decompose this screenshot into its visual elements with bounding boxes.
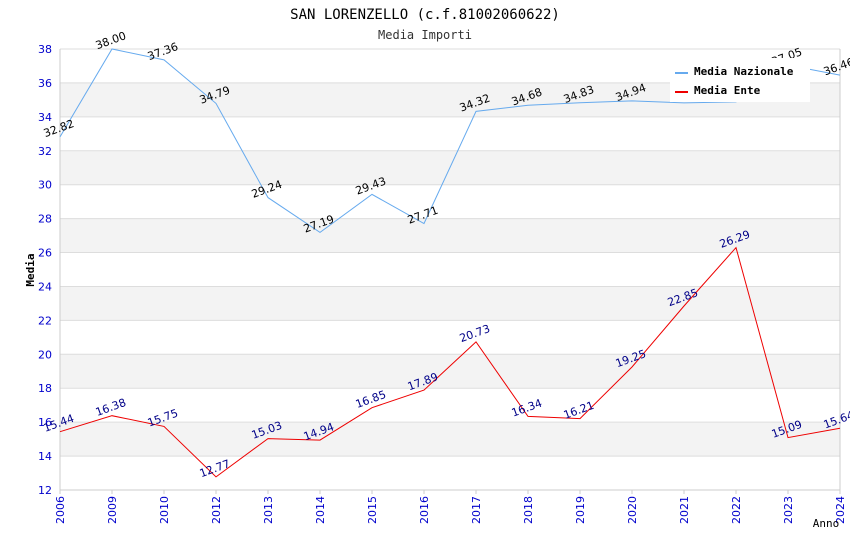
data-label-media-ente: 16.85 [354, 388, 388, 411]
x-tick-label: 2021 [678, 496, 691, 524]
x-tick-label: 2015 [366, 496, 379, 524]
x-tick-label: 2018 [522, 496, 535, 524]
x-tick-label: 2010 [158, 496, 171, 524]
y-tick-label: 22 [38, 314, 52, 327]
axes [59, 49, 841, 494]
series-lines [59, 48, 841, 478]
series-line-media-ente [59, 246, 841, 478]
x-tick-label: 2022 [730, 496, 743, 524]
chart-subtitle: Media Importi [378, 28, 472, 42]
data-label-media-nazionale: 36.46 [822, 55, 850, 78]
y-tick-label: 36 [38, 77, 52, 90]
background-band [60, 354, 840, 389]
chart-title: SAN LORENZELLO (c.f.81002060622) [290, 7, 560, 23]
x-tick-label: 2019 [574, 496, 587, 524]
x-tick-label: 2023 [782, 496, 795, 524]
x-tick-label: 2014 [314, 496, 327, 524]
x-tick-label: 2006 [54, 496, 67, 524]
y-tick-label: 24 [38, 280, 52, 293]
background-band [60, 422, 840, 457]
y-tick-label: 18 [38, 382, 52, 395]
y-tick-label: 38 [38, 43, 52, 56]
x-tick-label: 2020 [626, 496, 639, 524]
legend: Media Nazionale Media Ente [670, 58, 810, 102]
x-tick-label: 2024 [834, 496, 847, 524]
y-tick-label: 30 [38, 179, 52, 192]
data-label-media-ente: 16.38 [94, 396, 128, 419]
y-tick-label: 26 [38, 247, 52, 260]
y-tick-label: 20 [38, 348, 52, 361]
x-axis-label: Anno [813, 517, 840, 530]
y-tick-label: 28 [38, 213, 52, 226]
background-band [60, 218, 840, 253]
data-label-media-ente: 20.73 [458, 322, 492, 345]
y-tick-label: 14 [38, 450, 52, 463]
x-tick-label: 2017 [470, 496, 483, 524]
y-tick-label: 12 [38, 484, 52, 497]
x-tick-label: 2013 [262, 496, 275, 524]
legend-box [670, 58, 810, 102]
background-band [60, 286, 840, 321]
legend-label-media-nazionale: Media Nazionale [694, 65, 794, 78]
y-tick-label: 32 [38, 145, 52, 158]
x-tick-label: 2009 [106, 496, 119, 524]
x-tick-label: 2012 [210, 496, 223, 524]
data-label-media-ente: 16.34 [510, 397, 544, 420]
background-bands [60, 82, 840, 457]
x-tick-label: 2016 [418, 496, 431, 524]
series-line-media-nazionale [59, 48, 841, 234]
x-tick-labels: 2006 2009 2010 2012 2013 2014 2015 2016 2017 2018… [54, 496, 847, 524]
y-tick-label: 34 [38, 111, 52, 124]
y-tick-labels: 12 14 16 18 20 22 24 26 28 30 32 34 36 38 [38, 43, 52, 497]
y-tick-label: 16 [38, 416, 52, 429]
data-label-media-ente: 12.77 [198, 457, 232, 480]
legend-label-media-ente: Media Ente [694, 84, 761, 97]
y-axis-label: Media [24, 253, 37, 286]
